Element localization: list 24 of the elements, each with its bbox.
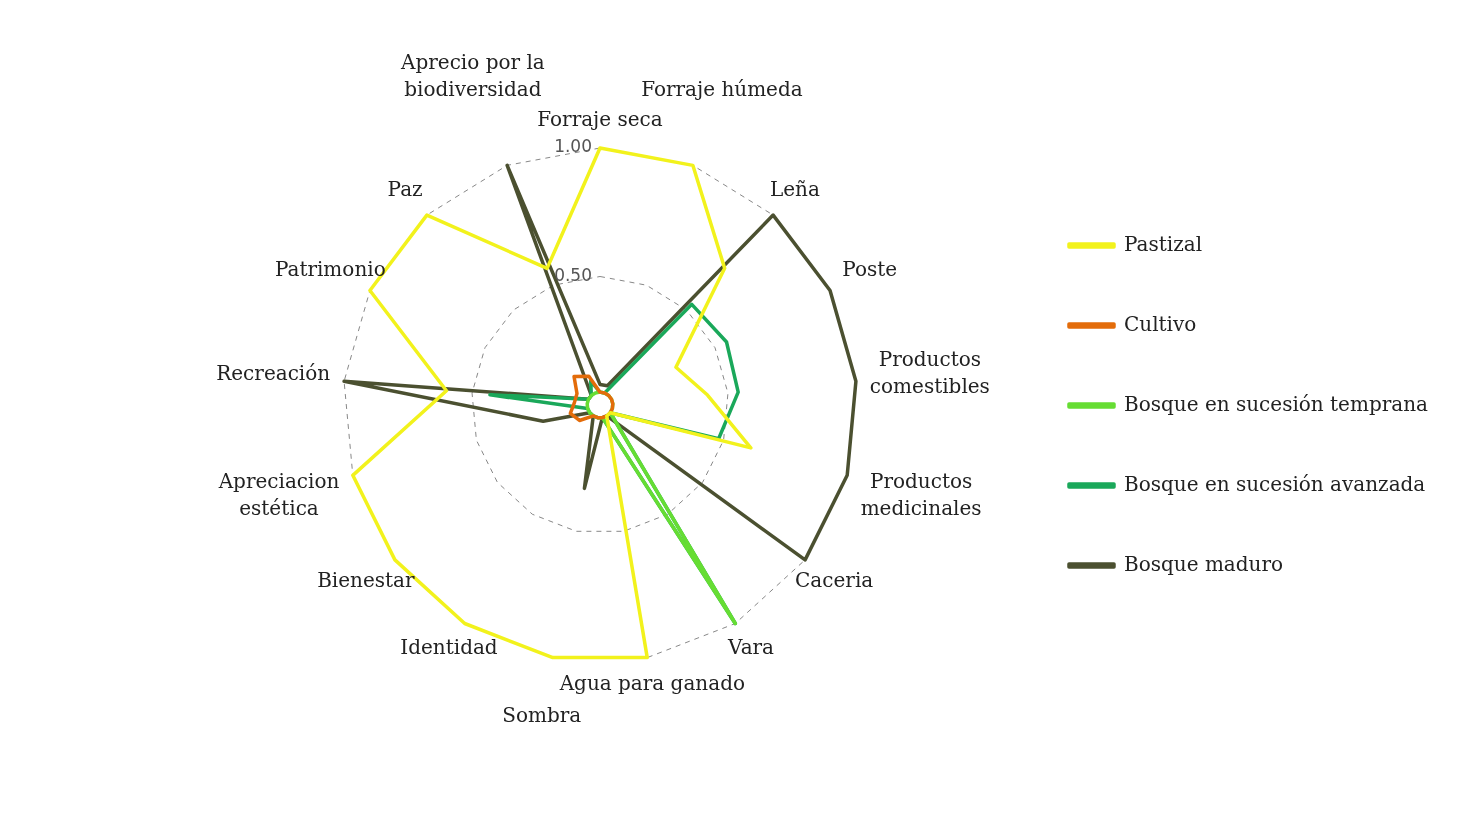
spoke-label: Productos comestibles — [869, 347, 990, 399]
y-tick-label: 1.00 — [554, 136, 592, 157]
spoke-label: Poste — [842, 256, 898, 281]
spoke-label: Identidad — [400, 635, 498, 660]
legend-label: Bosque en sucesión avanzada — [1124, 471, 1426, 496]
spoke-label: Caceria — [795, 568, 874, 593]
legend-label: Bosque en sucesión temprana — [1124, 391, 1429, 416]
spoke-label: Sombra — [502, 702, 582, 727]
y-tick-label: 0.50 — [554, 264, 592, 285]
spoke-label: Bienestar — [317, 568, 416, 593]
spoke-label: Paz — [387, 177, 423, 202]
spoke-label: Aprecio por la biodiversidad — [399, 49, 545, 101]
legend-label: Pastizal — [1124, 231, 1203, 256]
spoke-label: Recreación — [216, 360, 331, 385]
spoke-label: Leña — [769, 177, 820, 202]
spoke-label: Agua para ganado — [558, 671, 745, 696]
spoke-label: Forraje húmeda — [641, 76, 803, 101]
legend-label: Bosque maduro — [1124, 551, 1284, 576]
spoke-label: Forraje seca — [537, 106, 663, 131]
legend-label: Cultivo — [1124, 311, 1197, 336]
spoke-label: Vara — [727, 635, 775, 660]
spoke-label: Productos medicinales — [860, 469, 982, 521]
spoke-label: Patrimonio — [274, 256, 386, 281]
spoke-label: Apreciacion estética — [217, 469, 340, 521]
